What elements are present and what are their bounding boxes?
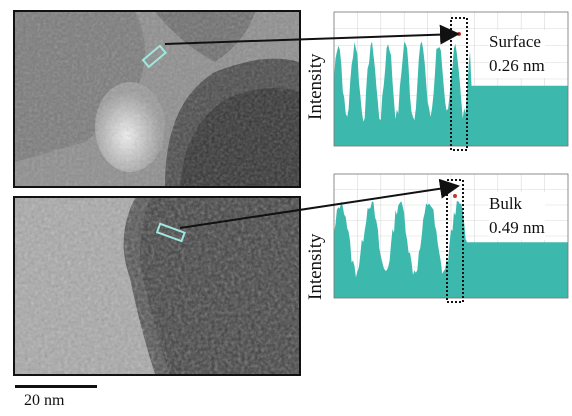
- bulk-annotation: Bulk 0.49 nm: [489, 192, 545, 240]
- bulk-spacing: 0.49 nm: [489, 218, 545, 237]
- y-axis-label-bulk: Intensity: [305, 233, 326, 301]
- bulk-label: Bulk: [489, 194, 523, 213]
- y-axis-label-surface: Intensity: [305, 53, 326, 121]
- highlight-box: [450, 17, 468, 151]
- region-marker-surface: [141, 44, 168, 69]
- surface-label: Surface: [489, 32, 541, 51]
- tem-image-bulk: [13, 196, 301, 376]
- scale-bar-label: 20 nm: [24, 392, 65, 409]
- surface-annotation: Surface 0.26 nm: [489, 30, 545, 78]
- region-marker-bulk: [155, 222, 186, 243]
- profile-plot-surface: [330, 6, 572, 158]
- profile-plot-bulk: [330, 168, 572, 310]
- surface-spacing: 0.26 nm: [489, 56, 545, 75]
- tem-image-surface: [13, 10, 301, 188]
- intensity-profile-fill: [334, 201, 568, 298]
- scale-bar: [15, 385, 97, 388]
